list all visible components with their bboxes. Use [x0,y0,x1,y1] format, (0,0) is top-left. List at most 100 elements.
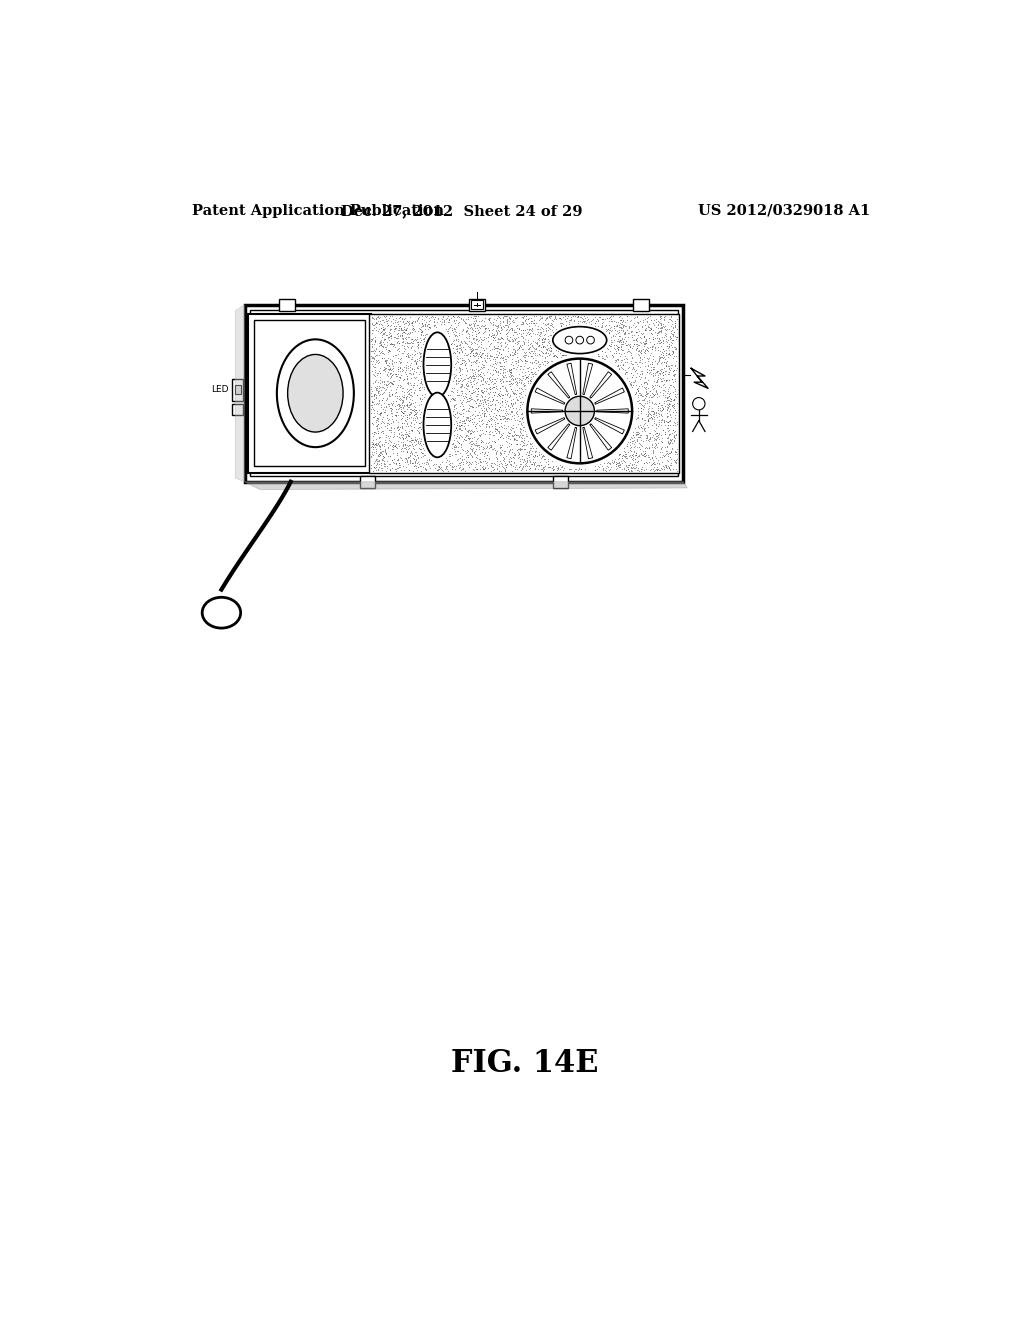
Point [662,318,678,339]
Point [665,396,681,417]
Point [640,429,656,450]
Point [602,318,618,339]
Point [407,343,423,364]
Point [429,312,445,333]
Point [460,407,476,428]
Point [470,359,486,380]
Point [662,432,678,453]
Point [404,313,421,334]
Point [651,306,668,327]
Point [470,453,486,474]
Point [504,329,520,350]
Point [520,360,537,381]
Point [656,352,673,374]
Point [625,447,641,469]
Point [417,458,433,479]
Point [490,329,507,350]
Point [498,405,514,426]
Point [660,455,677,477]
Point [610,447,627,469]
Point [517,350,534,371]
Point [411,378,427,399]
Point [412,430,428,451]
Point [383,359,399,380]
Point [664,331,680,352]
Point [629,378,645,399]
Point [475,342,492,363]
Point [609,453,626,474]
Point [398,412,415,433]
Point [396,400,413,421]
Point [393,364,410,385]
Point [664,389,680,411]
Point [609,321,626,342]
Point [476,405,493,426]
Point [461,429,477,450]
Point [634,407,650,428]
Point [478,438,495,459]
Point [566,458,583,479]
Point [417,445,433,466]
Point [468,323,484,345]
Point [659,445,676,466]
Point [460,442,476,463]
Point [645,405,662,426]
Point [383,333,399,354]
Point [534,444,550,465]
Point [475,400,492,421]
Point [394,331,411,352]
Point [467,414,483,436]
Point [630,422,646,444]
Point [368,412,384,433]
Point [548,455,564,477]
Point [512,455,528,477]
Point [496,339,512,360]
Point [382,420,398,441]
Point [501,374,517,395]
Point [667,338,683,359]
Point [414,321,430,342]
Point [617,321,634,342]
Point [506,312,522,333]
Point [453,442,469,463]
Point [637,378,653,399]
Point [477,424,494,445]
Point [369,418,385,440]
Point [539,309,555,330]
Point [594,314,610,335]
Point [480,325,497,346]
Point [607,341,624,362]
Point [615,450,632,471]
Point [402,401,419,422]
Point [631,345,647,366]
Point [645,366,662,387]
Point [650,375,667,396]
Point [461,350,477,371]
Point [526,363,543,384]
Point [653,319,670,341]
Point [617,331,634,352]
Point [613,312,630,333]
Point [636,388,652,409]
Point [503,408,519,429]
Point [647,337,664,358]
Point [382,358,398,379]
Point [642,354,658,375]
Point [663,391,679,412]
Point [543,341,559,362]
Point [462,342,478,363]
Point [659,399,676,420]
Point [478,348,495,370]
Point [409,449,425,470]
Point [489,335,506,356]
Point [384,358,400,379]
Point [452,409,468,430]
Point [642,380,658,401]
Point [505,354,521,375]
Point [489,420,506,441]
Point [628,339,644,360]
Point [639,405,655,426]
Point [503,454,519,475]
Point [389,420,406,441]
Point [517,319,534,341]
